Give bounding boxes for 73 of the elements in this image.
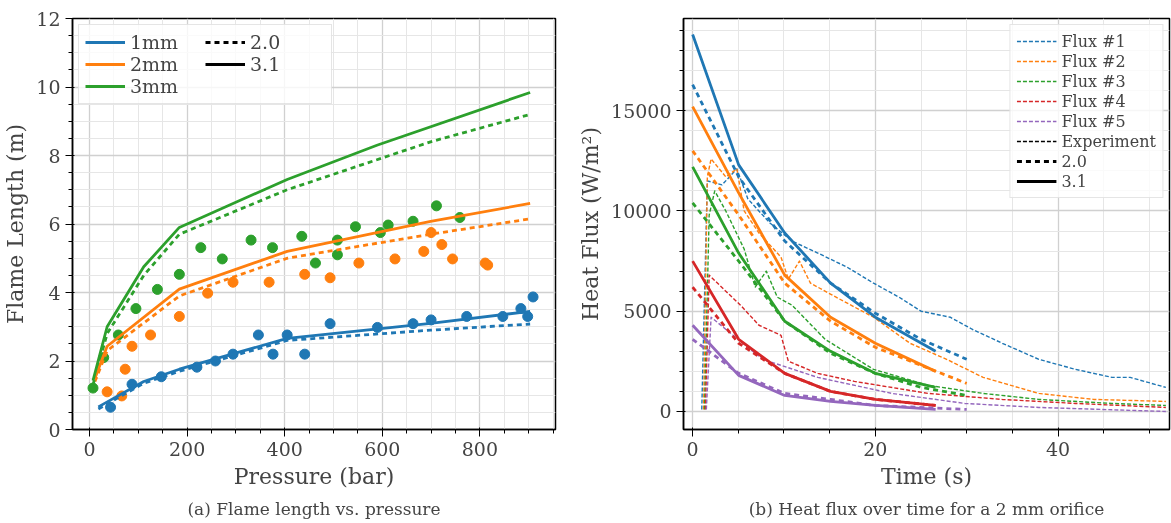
y-tick-label: 8 [48,144,61,167]
point [527,291,539,303]
legend-label: 3.1 [250,53,282,75]
point [252,329,264,341]
point [263,276,275,288]
point [353,257,365,269]
x-tick-label: 200 [169,437,206,460]
point [202,287,214,299]
legend-label: 2.0 [250,31,282,53]
point [436,239,448,251]
point [267,242,279,254]
point [173,268,185,280]
x-tick-label: 800 [461,437,499,460]
x-axis-title: Pressure (bar) [233,463,395,489]
y-tick-label: 10000 [611,199,672,222]
legend-label: 3.1 [1061,171,1087,191]
x-axis-title: Time (s) [880,463,973,489]
point [418,245,430,257]
y-tick-label: 0 [659,400,672,423]
legend-label: Flux #4 [1061,91,1126,111]
y-tick-label: 12 [36,7,61,30]
y-axis-title: Heat Flux (W/m²) [578,127,604,321]
legend-label: Experiment [1061,131,1156,151]
legend-label: 2.0 [1061,151,1087,171]
point [245,234,257,246]
x-tick-label: 20 [863,437,888,460]
point [349,221,361,233]
point [216,253,228,265]
point [389,253,401,265]
x-tick-label: 0 [686,437,699,460]
legend-label: Flux #5 [1061,111,1126,131]
y-tick-label: 10 [36,76,61,98]
point [87,382,99,394]
legend-label: Flux #2 [1061,51,1126,71]
point [101,386,113,398]
y-tick-label: 6 [48,213,61,235]
point [522,310,534,322]
point [324,318,336,330]
point [145,329,157,341]
y-tick-label: 4 [48,281,61,304]
point [105,401,117,413]
point [130,303,142,315]
x-tick-label: 40 [1045,437,1071,460]
legend-label: Flux #3 [1061,71,1126,91]
point [119,363,131,375]
text: (b) Heat flux over time for a 2 mm orifice [748,498,1105,519]
point [299,268,311,280]
legend-label: Flux #1 [1061,31,1126,51]
y-tick-label: 15000 [611,99,672,122]
point [126,340,138,352]
legend-label: 2mm [130,53,180,75]
point [195,242,207,254]
legend-label: 1mm [130,31,180,53]
point [324,272,336,284]
y-axis-title: Flame Length (m) [3,123,29,325]
point [331,249,343,261]
point [447,253,459,265]
point [296,230,308,242]
point [227,276,239,288]
point [299,348,311,360]
x-tick-label: 600 [364,437,401,460]
y-tick-label: 0 [48,418,61,441]
point [151,283,163,295]
y-tick-label: 2 [48,350,61,372]
point [267,348,279,360]
x-tick-label: 0 [83,437,96,460]
point [309,257,321,269]
text: (a) Flame length vs. pressure [187,498,441,519]
legend-label: 3mm [130,75,180,97]
point [173,310,185,322]
y-tick-label: 5000 [623,300,672,323]
point [430,200,442,212]
x-tick-label: 400 [266,437,303,460]
